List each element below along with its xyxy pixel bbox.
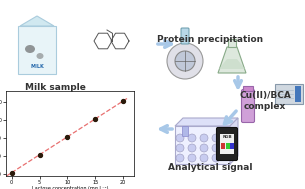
Circle shape (188, 154, 196, 162)
FancyBboxPatch shape (181, 28, 189, 44)
Point (120, 99, 125, 102)
Polygon shape (20, 16, 54, 26)
Ellipse shape (37, 53, 44, 59)
Circle shape (175, 51, 195, 71)
Circle shape (212, 134, 220, 142)
Circle shape (200, 134, 208, 142)
FancyBboxPatch shape (18, 26, 56, 74)
Text: Analytical signal: Analytical signal (168, 163, 252, 171)
Ellipse shape (25, 45, 35, 53)
Circle shape (212, 154, 220, 162)
FancyBboxPatch shape (217, 128, 238, 160)
Point (37, 153, 42, 156)
FancyBboxPatch shape (230, 143, 234, 149)
Text: RGB: RGB (222, 135, 232, 139)
FancyBboxPatch shape (221, 143, 225, 149)
Circle shape (200, 144, 208, 152)
FancyBboxPatch shape (295, 86, 301, 102)
Circle shape (176, 134, 184, 142)
Circle shape (167, 43, 203, 79)
FancyBboxPatch shape (175, 126, 230, 164)
Circle shape (176, 144, 184, 152)
Circle shape (200, 154, 208, 162)
FancyBboxPatch shape (182, 126, 188, 136)
Circle shape (188, 144, 196, 152)
Circle shape (188, 134, 196, 142)
FancyBboxPatch shape (242, 90, 254, 122)
FancyBboxPatch shape (228, 39, 236, 47)
Text: Protein precipitation: Protein precipitation (157, 35, 263, 43)
Polygon shape (230, 118, 238, 164)
FancyBboxPatch shape (220, 134, 234, 154)
Circle shape (176, 154, 184, 162)
Point (9, 171, 14, 174)
Polygon shape (218, 47, 246, 73)
Text: MILK: MILK (30, 64, 44, 68)
Polygon shape (175, 118, 238, 126)
FancyBboxPatch shape (243, 86, 253, 91)
Circle shape (212, 144, 220, 152)
FancyBboxPatch shape (275, 84, 303, 104)
Polygon shape (219, 59, 245, 69)
X-axis label: Lactose concentration (mg L⁻¹): Lactose concentration (mg L⁻¹) (32, 186, 108, 189)
Point (65, 135, 70, 138)
Text: Milk sample: Milk sample (25, 83, 85, 91)
Point (93, 117, 98, 120)
FancyBboxPatch shape (225, 143, 229, 149)
Text: Cu(II)/BCA complex: Cu(II)/BCA complex (239, 91, 291, 111)
